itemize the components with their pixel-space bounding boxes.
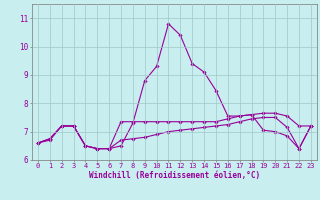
X-axis label: Windchill (Refroidissement éolien,°C): Windchill (Refroidissement éolien,°C) [89, 171, 260, 180]
